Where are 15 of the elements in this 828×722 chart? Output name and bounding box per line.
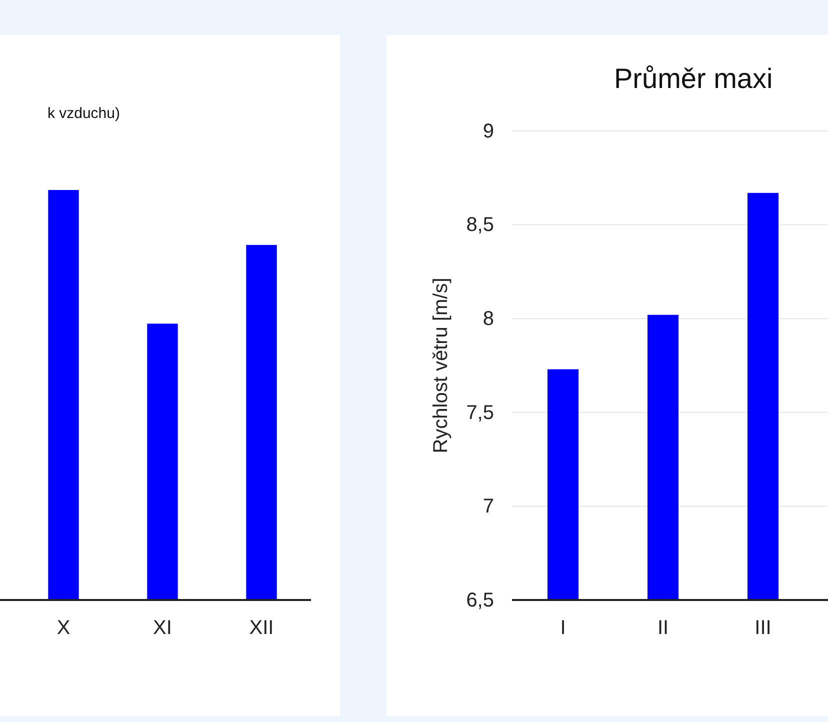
chart-title: Průměr maxi	[614, 63, 773, 94]
x-tick-label: I	[560, 617, 566, 640]
y-tick-label: 7	[482, 496, 494, 518]
x-tick-label: III	[754, 617, 772, 640]
y-tick-label: 8	[482, 308, 494, 330]
y-axis-title: Rychlost větru [m/s]	[430, 278, 452, 454]
y-tick-label: 7,5	[466, 402, 494, 424]
x-tick-label: XI	[153, 617, 172, 640]
y-tick-label: 6,5	[466, 589, 494, 612]
y-tick-label: 9	[482, 120, 494, 142]
x-tick-label: XII	[249, 617, 274, 640]
x-tick-label: II	[657, 617, 669, 640]
y-tick-label: 8,5	[466, 214, 494, 236]
chart-title: k vzduchu)	[47, 105, 120, 122]
x-tick-label: X	[56, 617, 70, 640]
